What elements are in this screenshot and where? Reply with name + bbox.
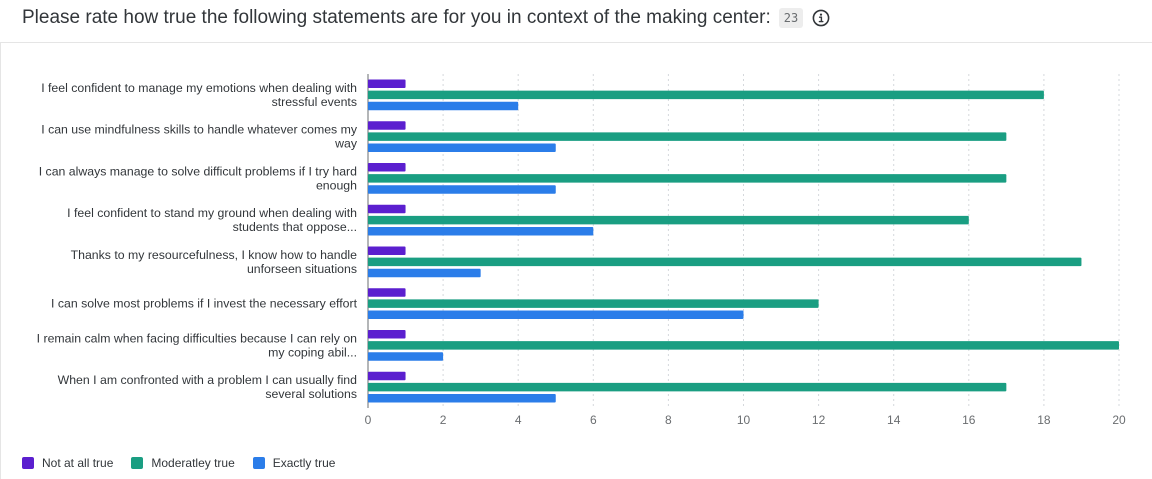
bar: [368, 257, 1082, 267]
category-label: unforseen situations: [247, 262, 357, 276]
legend-label: Not at all true: [42, 456, 114, 470]
category-label: I feel confident to stand my ground when…: [67, 206, 357, 220]
x-tick-label: 14: [887, 413, 901, 427]
bar: [368, 268, 481, 278]
x-tick-label: 20: [1112, 413, 1126, 427]
panel-border-top: [0, 42, 1152, 43]
chart-legend: Not at all true Moderatley true Exactly …: [22, 456, 335, 470]
category-label: When I am confronted with a problem I ca…: [58, 373, 358, 387]
x-tick-label: 8: [665, 413, 672, 427]
legend-swatch: [22, 457, 34, 469]
category-label: I feel confident to manage my emotions w…: [41, 81, 357, 95]
bar: [368, 174, 1007, 183]
category-label: my coping abil...: [268, 345, 357, 359]
bar: [368, 185, 556, 194]
x-tick-label: 18: [1037, 413, 1051, 427]
bar: [368, 132, 1007, 141]
category-label: I can always manage to solve difficult p…: [39, 164, 357, 178]
bar: [368, 330, 406, 339]
bar: [368, 226, 594, 236]
bar: [368, 143, 556, 152]
x-tick-label: 16: [962, 413, 976, 427]
bar: [368, 215, 969, 225]
bar: [368, 204, 406, 214]
bar: [368, 90, 1044, 100]
legend-item-exactly-true[interactable]: Exactly true: [252, 456, 336, 470]
bar: [368, 101, 519, 111]
bar: [368, 246, 406, 256]
bar: [368, 288, 406, 297]
chart-question-title: Please rate how true the following state…: [22, 7, 771, 28]
bar: [368, 121, 406, 130]
panel-border-left: [0, 42, 1, 479]
x-tick-label: 0: [365, 413, 372, 427]
bar: [368, 310, 744, 319]
bar: [368, 299, 819, 308]
bar: [368, 371, 406, 381]
legend-label: Moderatley true: [151, 456, 235, 470]
bar: [368, 341, 1119, 350]
x-tick-label: 4: [515, 413, 522, 427]
bar: [368, 79, 406, 89]
response-count-badge: 23: [778, 8, 804, 28]
category-label: I remain calm when facing difficulties b…: [37, 331, 357, 345]
legend-item-moderately-true[interactable]: Moderatley true: [131, 456, 235, 470]
legend-swatch: [252, 457, 265, 469]
bar: [368, 382, 1007, 392]
legend-swatch: [131, 457, 144, 469]
category-label: students that oppose...: [233, 220, 357, 234]
category-label: I can solve most problems if I invest th…: [51, 297, 358, 311]
bar: [368, 393, 556, 403]
category-label: Thanks to my resourcefulness, I know how…: [71, 248, 358, 262]
info-icon[interactable]: [812, 9, 830, 27]
category-label: several solutions: [265, 387, 357, 401]
x-tick-label: 2: [440, 413, 447, 427]
chart-header: Please rate how true the following state…: [22, 5, 830, 31]
x-tick-label: 12: [812, 413, 826, 427]
bar: [368, 352, 444, 361]
bar: [368, 163, 406, 172]
category-label: enough: [316, 178, 357, 192]
legend-item-not-at-all-true[interactable]: Not at all true: [22, 456, 113, 470]
category-label: stressful events: [272, 95, 357, 109]
category-label: I can use mindfulness skills to handle w…: [41, 123, 358, 137]
x-tick-label: 6: [590, 413, 597, 427]
legend-label: Exactly true: [272, 456, 336, 470]
x-tick-label: 10: [737, 413, 751, 427]
category-label: way: [334, 137, 358, 151]
